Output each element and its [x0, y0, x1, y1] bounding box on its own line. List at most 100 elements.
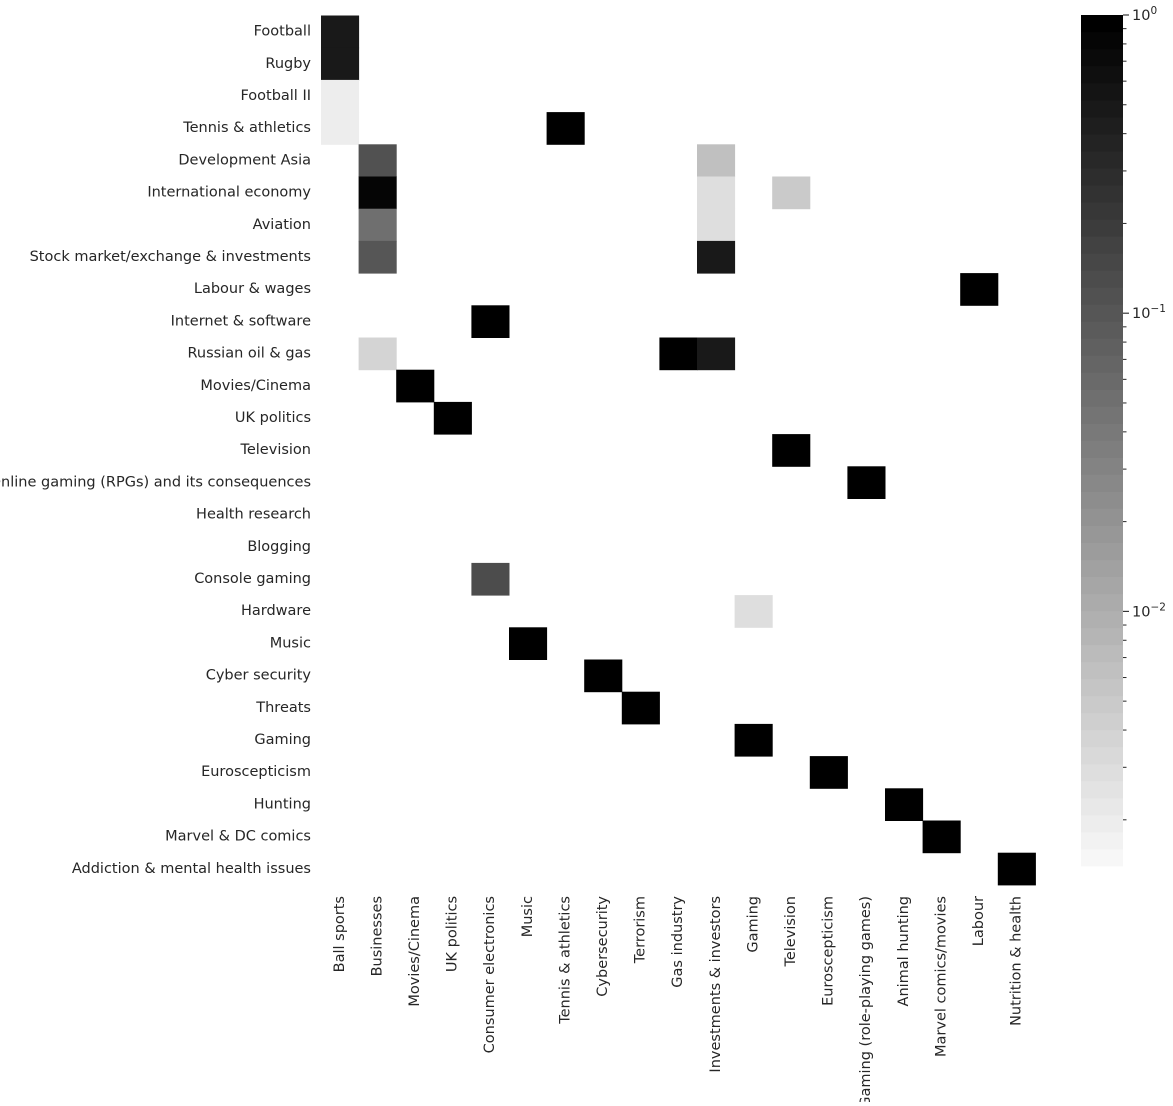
heatmap-cell-football-ii-ball-sports: [321, 79, 360, 113]
column-label: Gas industry: [670, 896, 686, 988]
row-label: Threats: [255, 700, 311, 716]
heatmap-cell-tennis-athletics-ball-sports: [321, 112, 360, 145]
colorbar-segment: [1081, 270, 1123, 288]
heatmap-cell-stock-market-exchange-investments-investments-investors: [697, 240, 736, 274]
row-label: Tennis & athletics: [182, 120, 311, 136]
column-label: Cybersecurity: [595, 896, 611, 997]
colorbar-segment: [1081, 406, 1123, 424]
colorbar-segment: [1081, 712, 1123, 731]
colorbar-segment: [1081, 780, 1123, 799]
colorbar-segment: [1081, 763, 1123, 782]
row-label: Music: [270, 635, 311, 651]
row-labels: Football Rugby Football II Tennis & athleti…: [0, 24, 311, 877]
row-label: Euroscepticism: [201, 764, 311, 780]
heatmap-cell-movies-cinema-movies-cinema: [396, 369, 435, 403]
heatmap-cell-tennis-athletics-tennis-athletics: [546, 112, 585, 145]
colorbar-segment: [1081, 304, 1123, 322]
colorbar-segment: [1081, 100, 1123, 118]
row-label: Russian oil & gas: [187, 346, 311, 362]
heatmap-cell-internet-software-consumer-electronics: [471, 305, 510, 338]
row-label: Cyber security: [206, 668, 312, 684]
heatmap-cell-threats-terrorism: [621, 691, 660, 725]
row-label: Television: [239, 442, 311, 458]
colorbar-segment: [1081, 593, 1123, 612]
colorbar-segment: [1081, 15, 1123, 33]
column-label: Music: [520, 896, 536, 937]
colorbar-segment: [1081, 627, 1123, 646]
row-label: Football: [254, 24, 311, 40]
colorbar-segment: [1081, 831, 1123, 850]
colorbar-segment: [1081, 338, 1123, 356]
heatmap-cell-music-music: [509, 627, 548, 660]
row-label: Console gaming: [194, 571, 311, 587]
row-label: Marvel & DC comics: [165, 829, 311, 845]
row-label: Internet & software: [171, 313, 311, 329]
colorbar-segment: [1081, 440, 1123, 458]
colorbar-segment: [1081, 389, 1123, 407]
column-labels: Ball sports Businesses Movies/Cinema UK pol…: [332, 896, 1025, 1106]
colorbar-segment: [1081, 559, 1123, 578]
colorbar-segment: [1081, 525, 1123, 544]
heatmap-cell-aviation-businesses: [358, 208, 397, 242]
row-label: Blogging: [247, 539, 311, 555]
row-label: UK politics: [235, 410, 311, 426]
heatmap-cell-hunting-animal-hunting: [885, 788, 924, 821]
heatmap-cell-marvel-dc-comics-marvel-comics-movies: [922, 820, 961, 854]
heatmap-cell-rugby-ball-sports: [321, 47, 360, 81]
heatmap-cell-television-television: [772, 434, 811, 467]
column-label: Consumer electronics: [482, 896, 498, 1053]
row-label: Rugby: [265, 56, 311, 72]
colorbar-segment: [1081, 797, 1123, 816]
row-label: Development Asia: [178, 152, 311, 168]
row-label: Movies/Cinema: [200, 378, 311, 394]
row-label: Addiction & mental health issues: [72, 861, 311, 877]
heatmap-cell-cyber-security-cybersecurity: [584, 659, 623, 693]
colorbar-segment: [1081, 134, 1123, 152]
row-label: Gaming: [254, 732, 311, 748]
colorbar-segment: [1081, 661, 1123, 680]
colorbar-segment: [1081, 508, 1123, 526]
row-label: Stock market/exchange & investments: [30, 249, 311, 265]
heatmap-cell-addiction-mental-health-issues-nutrition-health: [997, 852, 1036, 886]
colorbar-segment: [1081, 219, 1123, 237]
column-label: Ball sports: [332, 896, 348, 972]
colorbar-segment: [1081, 491, 1123, 509]
colorbar-segment: [1081, 423, 1123, 441]
column-label: Terrorism: [633, 896, 649, 964]
colorbar-segment: [1081, 151, 1123, 169]
column-label: Investments & investors: [708, 896, 724, 1073]
colorbar-segment: [1081, 474, 1123, 492]
heatmap-cell-international-economy-businesses: [358, 176, 397, 210]
colorbar-segment: [1081, 644, 1123, 663]
heatmap-cell-euroscepticism-euroscepticism: [809, 756, 848, 789]
heatmap-cell-development-asia-businesses: [358, 144, 397, 177]
colorbar-segment: [1081, 83, 1123, 101]
colorbar-segment: [1081, 117, 1123, 135]
heatmap-cell-russian-oil-gas-gas-industry: [659, 337, 698, 371]
row-label: Online gaming (RPGs) and its consequence…: [0, 474, 311, 490]
colorbar-segment: [1081, 66, 1123, 84]
column-label: Nutrition & health: [1009, 896, 1025, 1026]
column-label: Television: [783, 896, 799, 968]
heatmap-cell-stock-market-exchange-investments-businesses: [358, 240, 397, 274]
colorbar-segment: [1081, 49, 1123, 67]
colorbar-segment: [1081, 355, 1123, 373]
heatmap-cell-russian-oil-gas-investments-investors: [697, 337, 736, 371]
heatmap-cell-labour-wages-labour: [960, 273, 999, 306]
column-label: UK politics: [445, 896, 461, 972]
colorbar-tick-label: 10−1: [1132, 303, 1166, 322]
colorbar-segment: [1081, 185, 1123, 203]
column-label: Animal hunting: [896, 896, 912, 1006]
colorbar-segment: [1081, 848, 1123, 867]
row-label: Labour & wages: [194, 281, 311, 297]
heatmap-cell-uk-politics-uk-politics: [433, 401, 472, 435]
column-label: Gaming: [745, 896, 761, 953]
row-label: Aviation: [253, 217, 311, 233]
colorbar-segment: [1081, 168, 1123, 186]
colorbar-segment: [1081, 32, 1123, 50]
colorbar-segment: [1081, 457, 1123, 475]
colorbar-segment: [1081, 814, 1123, 833]
heatmap-cell-russian-oil-gas-businesses: [358, 337, 397, 371]
column-label: Businesses: [369, 896, 385, 976]
